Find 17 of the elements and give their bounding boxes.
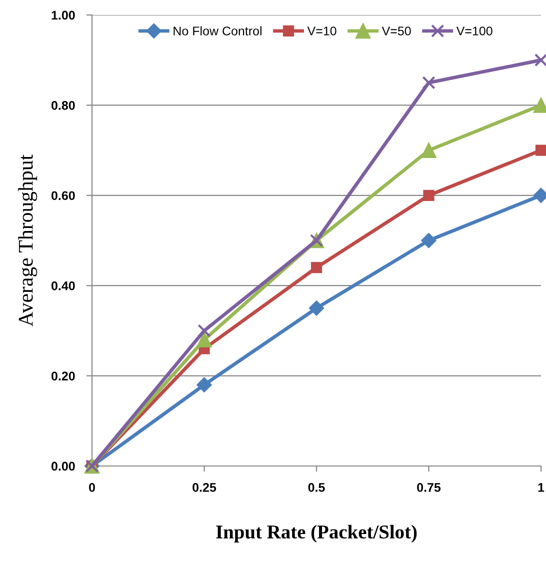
x-tick-label: 0: [89, 482, 95, 492]
x-tick-label: 0.5: [308, 482, 325, 492]
y-tick-label: 0.60: [52, 191, 75, 200]
x-tick-label: 1: [538, 483, 544, 492]
x-axis-title: Input Rate (Packet/Slot): [216, 524, 417, 543]
y-tick-label: 0.00: [52, 462, 75, 471]
legend-label: V=10: [307, 26, 336, 36]
y-tick-label: 1.00: [52, 10, 75, 20]
y-tick-label: 0.80: [52, 101, 75, 110]
legend-label: V=50: [382, 26, 411, 36]
y-tick-label: 0.40: [52, 281, 75, 290]
x-tick-label: 0.75: [417, 482, 441, 492]
legend-label: V=100: [456, 26, 492, 36]
legend-label: No Flow Control: [174, 26, 262, 36]
y-tick-label: 0.20: [52, 372, 75, 380]
x-tick-label: 0.25: [192, 482, 216, 492]
y-axis-title: Average Throughput: [18, 154, 38, 326]
